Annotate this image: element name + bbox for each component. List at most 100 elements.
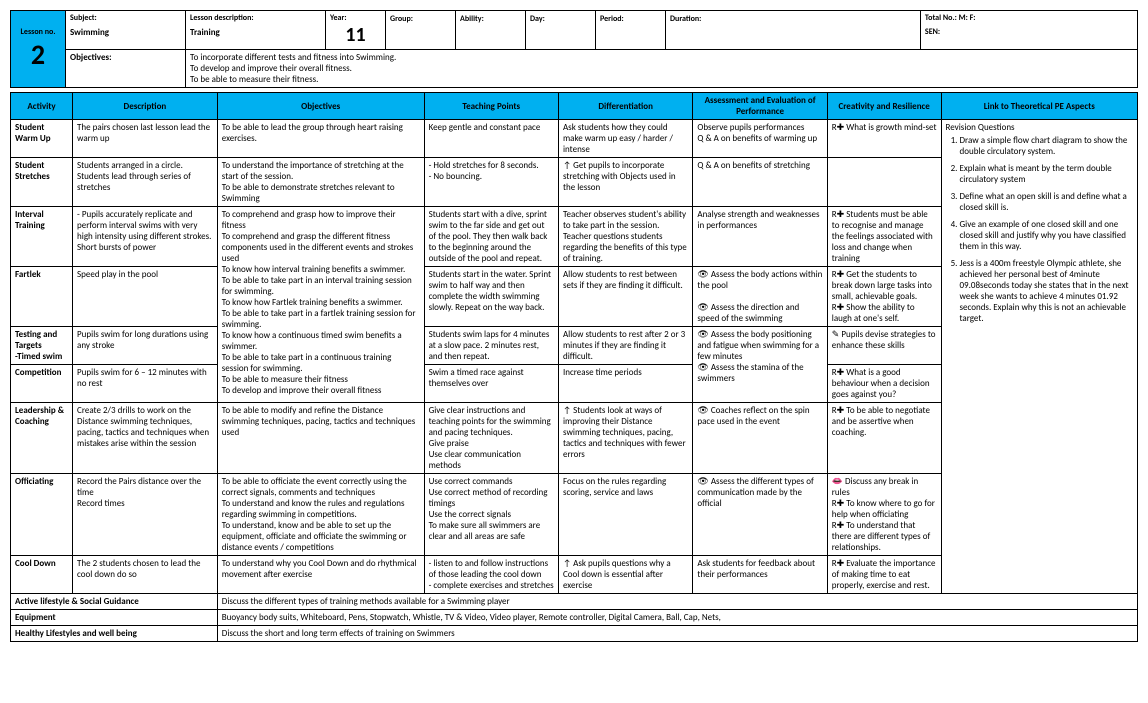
- stretch-obj: To understand the importance of stretchi…: [217, 158, 424, 207]
- fartlek-diff: Allow students to rest between sets if t…: [558, 267, 692, 327]
- year-cell: Year: 11: [326, 11, 386, 50]
- total-cell: Total No.: M: F: SEN:: [920, 11, 1137, 50]
- theory-item-1: Draw a simple flow chart diagram to show…: [960, 135, 1134, 157]
- subject-label: Subject:: [70, 13, 181, 23]
- group-label: Group:: [390, 14, 413, 24]
- warmup-diff: Ask students how they could make warm up…: [558, 120, 692, 158]
- year-label: Year:: [330, 13, 381, 23]
- col-theory: Link to Theoretical PE Aspects: [941, 93, 1138, 120]
- healthy-label: Healthy Lifestyles and well being: [11, 626, 218, 642]
- interval-obj: To comprehend and grasp how to improve t…: [217, 207, 424, 403]
- col-assess: Assessment and Evaluation of Performance: [693, 93, 827, 120]
- equip-text: Buoyancy body suits, Whiteboard, Pens, S…: [217, 610, 1137, 626]
- col-teaching: Teaching Points: [424, 93, 558, 120]
- lesson-no-value: 2: [15, 37, 61, 72]
- duration-cell: Duration:: [666, 11, 921, 50]
- group-cell: Group:: [386, 11, 456, 50]
- interval-assess: Analyse strength and weaknesses in perfo…: [693, 207, 827, 267]
- lesson-header-table: Lesson no. 2 Subject: Swimming Lesson de…: [10, 10, 1138, 88]
- theory-title: Revision Questions: [946, 122, 1134, 133]
- stretch-desc: Students arranged in a circle. Students …: [73, 158, 218, 207]
- desc-value: Training: [190, 27, 321, 38]
- fartlek-act: Fartlek: [11, 267, 73, 327]
- col-diff: Differentiation: [558, 93, 692, 120]
- testing-teach: Students swim laps for 4 minutes at a sl…: [424, 327, 558, 365]
- fartlek-teach: Students start in the water. Sprint swim…: [424, 267, 558, 327]
- cooldown-teach: - listen to and follow instructions of t…: [424, 556, 558, 594]
- theory-item-4: Give an example of one closed skill and …: [960, 219, 1134, 252]
- col-activity: Activity: [11, 93, 73, 120]
- cooldown-assess: Ask students for feedback about their pe…: [693, 556, 827, 594]
- leadership-act: Leadership & Coaching: [11, 403, 73, 474]
- desc-label: Lesson description:: [190, 13, 321, 23]
- fartlek-desc: Speed play in the pool: [73, 267, 218, 327]
- testing-creat: ✎ Pupils devise strategies to enhance th…: [827, 327, 941, 365]
- competition-diff: Increase time periods: [558, 365, 692, 403]
- theory-cell: Revision Questions Draw a simple flow ch…: [941, 120, 1138, 594]
- interval-act: Interval Training: [11, 207, 73, 267]
- ability-label: Ability:: [460, 14, 484, 24]
- officiating-teach: Use correct commands Use correct method …: [424, 474, 558, 556]
- warmup-obj: To be able to lead the group through hea…: [217, 120, 424, 158]
- day-cell: Day:: [526, 11, 596, 50]
- row-equipment: Equipment Buoyancy body suits, Whiteboar…: [11, 610, 1138, 626]
- stretch-diff: ↑ Get pupils to incorporate stretching w…: [558, 158, 692, 207]
- desc-cell: Lesson description: Training: [186, 11, 326, 50]
- theory-item-3: Define what an open skill is and define …: [960, 191, 1134, 213]
- theory-item-5: Jess is a 400m freestyle Olympic athlete…: [960, 258, 1134, 324]
- warmup-act: Student Warm Up: [11, 120, 73, 158]
- ability-cell: Ability:: [456, 11, 526, 50]
- activity-table: Activity Description Objectives Teaching…: [10, 92, 1138, 642]
- row-active: Active lifestyle & Social Guidance Discu…: [11, 594, 1138, 610]
- active-text: Discuss the different types of training …: [217, 594, 1137, 610]
- objectives-label: Objectives:: [66, 50, 186, 88]
- lesson-no-label: Lesson no.: [15, 27, 61, 37]
- subject-cell: Subject: Swimming: [66, 11, 186, 50]
- cooldown-diff: ↑ Ask pupils questions why a Cool down i…: [558, 556, 692, 594]
- officiating-desc: Record the Pairs distance over the time …: [73, 474, 218, 556]
- competition-creat: R✚ What is a good behaviour when a decis…: [827, 365, 941, 403]
- testing-diff: Allow students to rest after 2 or 3 minu…: [558, 327, 692, 365]
- warmup-teach: Keep gentle and constant pace: [424, 120, 558, 158]
- warmup-assess: Observe pupils performances Q & A on ben…: [693, 120, 827, 158]
- competition-desc: Pupils swim for 6 – 12 minutes with no r…: [73, 365, 218, 403]
- testing-assess: 👁 Assess the body positioning and fatigu…: [693, 327, 827, 403]
- officiating-obj: To be able to officiate the event correc…: [217, 474, 424, 556]
- theory-item-2: Explain what is meant by the term double…: [960, 163, 1134, 185]
- leadership-creat: R✚ To be able to negotiate and be assert…: [827, 403, 941, 474]
- subject-value: Swimming: [70, 27, 181, 38]
- testing-desc: Pupils swim for long durations using any…: [73, 327, 218, 365]
- leadership-diff: ↑ Students look at ways of improving the…: [558, 403, 692, 474]
- objectives-text: To incorporate different tests and fitne…: [186, 50, 1138, 88]
- year-value: 11: [330, 23, 381, 47]
- interval-teach: Students start with a dive, sprint swim …: [424, 207, 558, 267]
- duration-label: Duration:: [670, 14, 701, 24]
- col-description: Description: [73, 93, 218, 120]
- theory-list: Draw a simple flow chart diagram to show…: [960, 135, 1134, 324]
- cooldown-creat: R✚ Evaluate the importance of making tim…: [827, 556, 941, 594]
- col-objectives: Objectives: [217, 93, 424, 120]
- row-warmup: Student Warm Up The pairs chosen last le…: [11, 120, 1138, 158]
- interval-diff: Teacher observes student's ability to ta…: [558, 207, 692, 267]
- sen-label: SEN:: [925, 27, 1133, 37]
- cooldown-obj: To understand why you Cool Down and do r…: [217, 556, 424, 594]
- testing-act: Testing and Targets -Timed swim: [11, 327, 73, 365]
- healthy-text: Discuss the short and long term effects …: [217, 626, 1137, 642]
- stretch-assess: Q & A on benefits of stretching: [693, 158, 827, 207]
- active-label: Active lifestyle & Social Guidance: [11, 594, 218, 610]
- fartlek-assess: 👁 Assess the body actions within the poo…: [693, 267, 827, 327]
- fartlek-creat: R✚ Get the students to break down large …: [827, 267, 941, 327]
- interval-creat: R✚ Students must be able to recognise an…: [827, 207, 941, 267]
- warmup-desc: The pairs chosen last lesson lead the wa…: [73, 120, 218, 158]
- stretch-act: Student Stretches: [11, 158, 73, 207]
- period-cell: Period:: [596, 11, 666, 50]
- stretch-creat: [827, 158, 941, 207]
- col-creativity: Creativity and Resilience: [827, 93, 941, 120]
- total-label: Total No.: M: F:: [925, 13, 1133, 23]
- period-label: Period:: [600, 14, 624, 24]
- competition-act: Competition: [11, 365, 73, 403]
- officiating-creat: 👄 Discuss any break in rules R✚ To know …: [827, 474, 941, 556]
- leadership-assess: 👁 Coaches reflect on the spin pace used …: [693, 403, 827, 474]
- officiating-act: Officiating: [11, 474, 73, 556]
- leadership-desc: Create 2/3 drills to work on the Distanc…: [73, 403, 218, 474]
